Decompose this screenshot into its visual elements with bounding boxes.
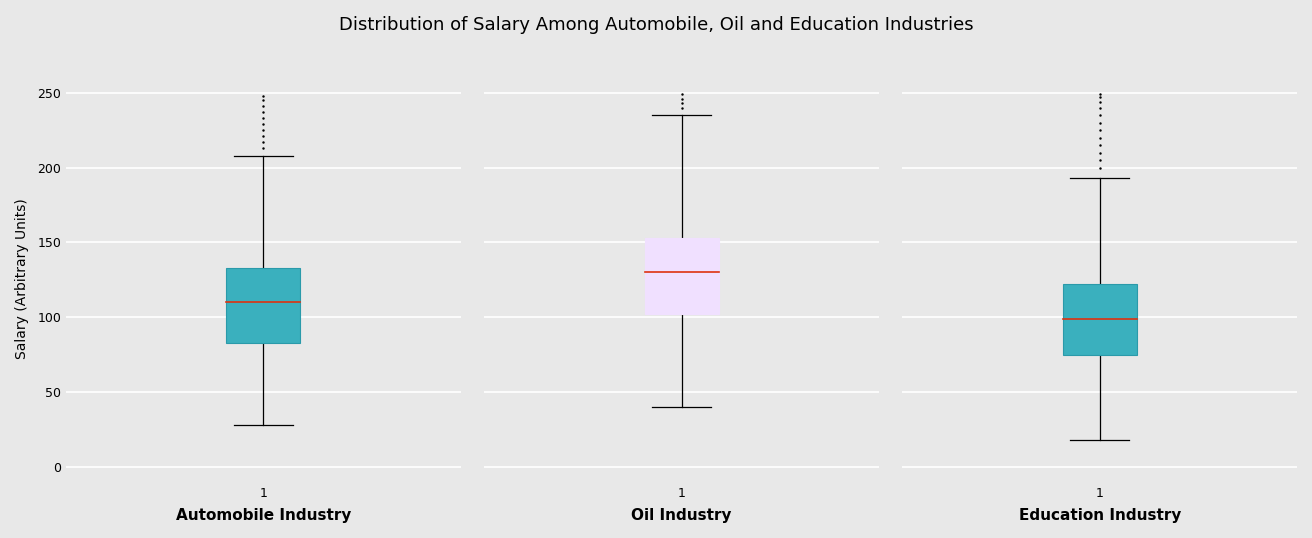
X-axis label: Education Industry: Education Industry <box>1018 508 1181 523</box>
Bar <box>227 268 300 343</box>
Text: Distribution of Salary Among Automobile, Oil and Education Industries: Distribution of Salary Among Automobile,… <box>338 16 974 34</box>
X-axis label: Automobile Industry: Automobile Industry <box>176 508 352 523</box>
X-axis label: Oil Industry: Oil Industry <box>631 508 732 523</box>
Bar <box>1063 285 1136 355</box>
Bar <box>644 238 719 314</box>
Y-axis label: Salary (Arbitrary Units): Salary (Arbitrary Units) <box>14 198 29 359</box>
